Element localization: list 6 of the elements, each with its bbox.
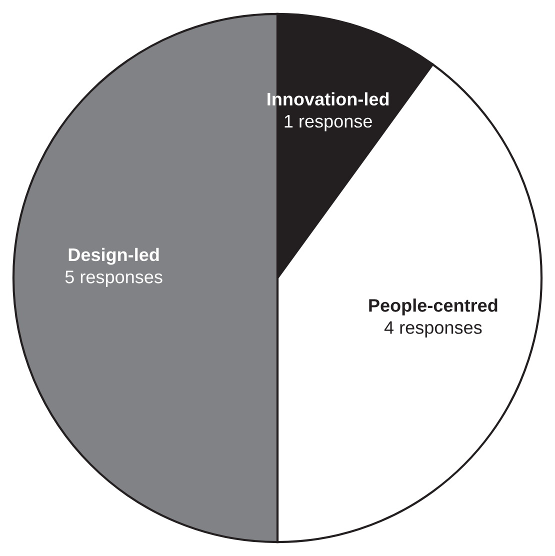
data-label: 5 responses: [65, 270, 162, 287]
slice-label: People-centred: [369, 298, 498, 316]
data-label: 4 responses: [384, 321, 482, 338]
data-label: 1 response: [284, 115, 372, 132]
slice-label: Innovation-led: [268, 92, 389, 106]
slice-label: Design-led: [68, 248, 159, 265]
